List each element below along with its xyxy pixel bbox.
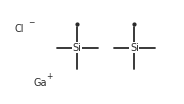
Text: Ga: Ga <box>33 78 47 88</box>
Text: Cl: Cl <box>15 24 24 34</box>
Text: Si: Si <box>130 43 139 53</box>
Text: Si: Si <box>73 43 82 53</box>
Text: +: + <box>46 72 53 81</box>
Text: −: − <box>28 18 34 27</box>
